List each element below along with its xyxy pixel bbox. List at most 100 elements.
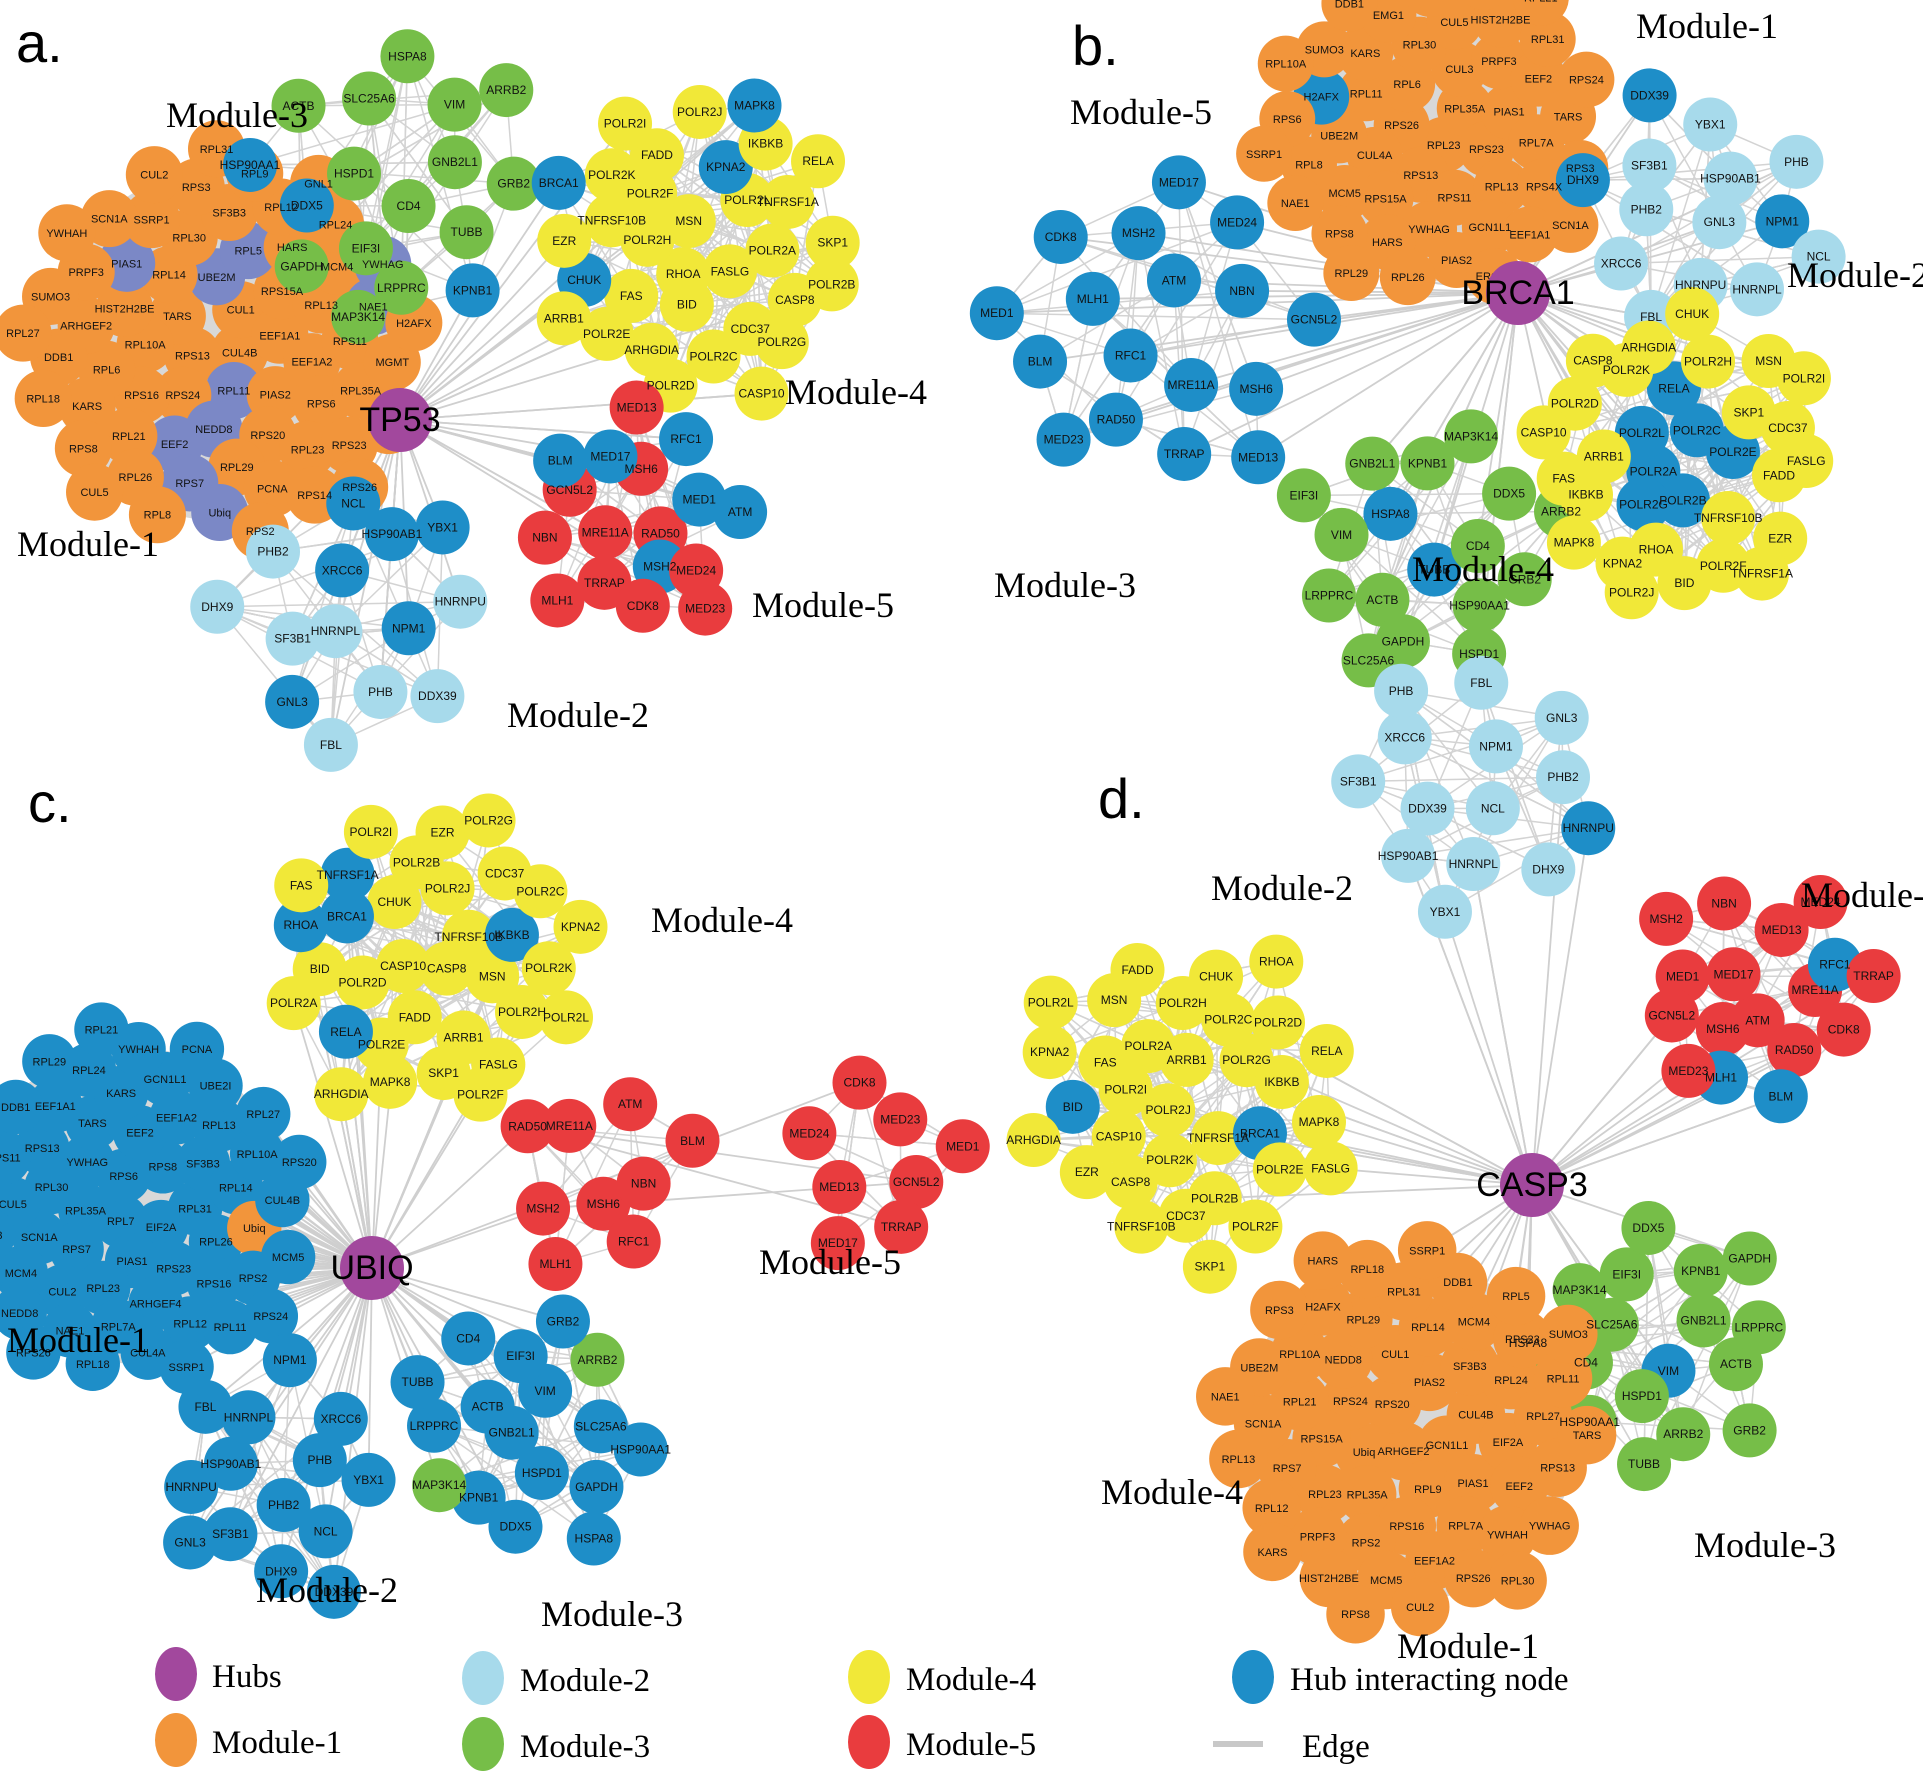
gene-node-ACTB[interactable]	[460, 1379, 515, 1434]
gene-node-RPL26[interactable]	[1379, 249, 1436, 306]
hub-node-TP53[interactable]	[368, 388, 432, 452]
gene-node-RPS8[interactable]	[1326, 1584, 1385, 1644]
gene-node-MED24[interactable]	[1210, 195, 1265, 250]
gene-node-NBN[interactable]	[616, 1156, 671, 1211]
gene-node-YWHAG[interactable]	[1520, 1496, 1579, 1555]
gene-node-POLR2F[interactable]	[453, 1067, 508, 1122]
gene-node-SSRP1[interactable]	[1236, 125, 1293, 182]
gene-node-POLR2L[interactable]	[1023, 975, 1078, 1030]
gene-node-PHB2[interactable]	[256, 1478, 311, 1533]
gene-node-PHB[interactable]	[292, 1433, 347, 1488]
gene-node-MED1[interactable]	[672, 472, 727, 527]
gene-node-ARRB2[interactable]	[1656, 1407, 1711, 1462]
gene-node-GRB2[interactable]	[1497, 552, 1552, 607]
gene-node-POLR2F[interactable]	[1228, 1199, 1283, 1254]
gene-node-LRPPRC[interactable]	[1301, 568, 1356, 623]
gene-node-EZR[interactable]	[537, 213, 592, 268]
gene-node-TUBB[interactable]	[1617, 1437, 1672, 1492]
gene-node-RPS3[interactable]	[1250, 1280, 1309, 1340]
gene-node-CHUK[interactable]	[1189, 949, 1244, 1004]
gene-node-RPL11[interactable]	[202, 1299, 258, 1355]
gene-node-LRPPRC[interactable]	[407, 1398, 462, 1453]
gene-node-RPL18[interactable]	[65, 1336, 120, 1391]
gene-node-RPS26[interactable]	[6, 1325, 61, 1380]
gene-node-RPS11[interactable]	[0, 1130, 31, 1185]
gene-node-RPL11[interactable]	[1338, 65, 1395, 122]
gene-node-TRRAP[interactable]	[1846, 949, 1901, 1004]
gene-node-SF3B1[interactable]	[265, 611, 320, 666]
gene-node-CUL2[interactable]	[125, 146, 183, 204]
gene-node-DHX9[interactable]	[1555, 153, 1610, 208]
gene-node-POLR2I[interactable]	[1776, 351, 1831, 406]
gene-node-YBX1[interactable]	[1683, 97, 1738, 152]
gene-node-MED13[interactable]	[609, 380, 664, 435]
gene-node-POLR2A[interactable]	[266, 976, 321, 1031]
gene-node-EZR[interactable]	[1059, 1145, 1114, 1200]
gene-node-POLR2A[interactable]	[1121, 1019, 1176, 1074]
gene-node-CUL1[interactable]	[0, 1096, 5, 1150]
gene-node-MLH1[interactable]	[1065, 271, 1120, 326]
gene-node-BLM[interactable]	[1753, 1069, 1808, 1124]
gene-node-FAS[interactable]	[1536, 451, 1591, 506]
gene-node-TUBB[interactable]	[439, 205, 494, 260]
gene-node-NBN[interactable]	[517, 510, 572, 565]
gene-node-RPL21[interactable]	[74, 1002, 129, 1057]
gene-node-RPL31[interactable]	[1519, 11, 1576, 68]
gene-node-HSP90AA1[interactable]	[613, 1422, 668, 1477]
gene-node-LRPPRC[interactable]	[374, 260, 429, 315]
gene-node-RPL27[interactable]	[0, 304, 52, 362]
gene-node-POLR2E[interactable]	[579, 306, 634, 361]
gene-node-GNL3[interactable]	[1534, 690, 1589, 745]
gene-node-DDX5[interactable]	[1482, 466, 1537, 521]
gene-node-NPM1[interactable]	[1468, 719, 1523, 774]
gene-node-CHUK[interactable]	[367, 875, 422, 930]
gene-node-TUBB[interactable]	[1407, 542, 1462, 597]
gene-node-FAS[interactable]	[1078, 1035, 1133, 1090]
gene-node-POLR2K[interactable]	[521, 941, 576, 996]
gene-node-GCN5L2[interactable]	[1644, 988, 1699, 1043]
gene-node-MRE11A[interactable]	[1164, 357, 1219, 412]
gene-node-POLR2J[interactable]	[1604, 565, 1659, 620]
gene-node-HSPD1[interactable]	[327, 146, 382, 201]
gene-node-HSP90AB1[interactable]	[1381, 828, 1436, 883]
gene-node-TNFRSF1A[interactable]	[1191, 1111, 1246, 1166]
gene-node-FBL[interactable]	[1454, 655, 1509, 710]
gene-node-FBL[interactable]	[178, 1379, 233, 1434]
gene-node-EIF3I[interactable]	[338, 221, 393, 276]
gene-node-GCN5L2[interactable]	[1286, 292, 1341, 347]
gene-node-SSRP1[interactable]	[123, 191, 181, 249]
gene-node-SSRP1[interactable]	[1397, 1221, 1457, 1280]
gene-node-MSH2[interactable]	[516, 1181, 571, 1236]
gene-node-MSH6[interactable]	[576, 1176, 631, 1231]
gene-node-HSP90AB1[interactable]	[203, 1436, 258, 1491]
gene-node-RPS26[interactable]	[1444, 1548, 1503, 1608]
gene-node-RAD50[interactable]	[500, 1099, 555, 1154]
gene-node-MSH2[interactable]	[1111, 206, 1166, 261]
gene-node-POLR2B[interactable]	[1655, 473, 1710, 528]
gene-node-CASP10[interactable]	[1516, 405, 1571, 460]
gene-node-GNL3[interactable]	[265, 674, 320, 729]
gene-node-DHX9[interactable]	[1521, 842, 1576, 897]
gene-node-MED17[interactable]	[810, 1216, 865, 1271]
gene-node-TARS[interactable]	[1557, 1405, 1617, 1465]
gene-node-POLR2K[interactable]	[584, 148, 639, 203]
gene-node-RPL18[interactable]	[14, 369, 72, 427]
gene-node-KPNA2[interactable]	[698, 140, 753, 195]
gene-node-HSPA8[interactable]	[566, 1511, 621, 1566]
hub-node-CASP3[interactable]	[1500, 1153, 1564, 1217]
gene-node-HNRNPL[interactable]	[1730, 262, 1785, 317]
gene-node-PHB[interactable]	[1374, 663, 1429, 718]
gene-node-FBL[interactable]	[303, 717, 358, 772]
gene-node-NBN[interactable]	[1697, 876, 1752, 931]
gene-node-POLR2A[interactable]	[745, 223, 800, 278]
gene-node-FASLG[interactable]	[1303, 1141, 1358, 1196]
gene-node-GNB2L1[interactable]	[1676, 1293, 1731, 1348]
gene-node-POLR2C[interactable]	[513, 864, 568, 919]
gene-node-MSN[interactable]	[661, 194, 716, 249]
gene-node-VIM[interactable]	[427, 77, 482, 132]
gene-node-HARS[interactable]	[1293, 1231, 1353, 1290]
gene-node-PHB2[interactable]	[1536, 750, 1591, 805]
gene-node-TNFRSF10B[interactable]	[441, 909, 496, 964]
gene-node-YBX1[interactable]	[1417, 884, 1472, 939]
gene-node-H2AFX[interactable]	[1293, 1277, 1353, 1336]
